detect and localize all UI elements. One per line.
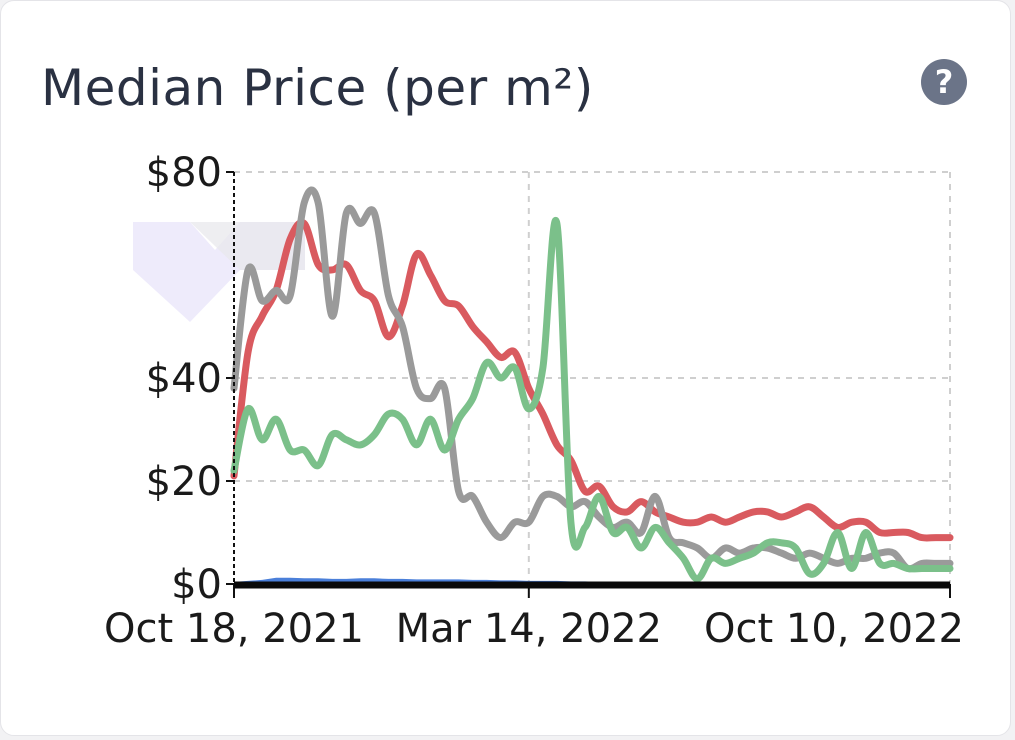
y-tick-label: $80 [146, 150, 222, 196]
chart-axes [226, 171, 951, 598]
question-circle-icon[interactable]: ? [921, 59, 967, 105]
x-tick-label: Oct 18, 2021 [104, 606, 364, 652]
series-line [230, 218, 954, 542]
x-tick-label: Oct 10, 2022 [704, 606, 964, 652]
series-line [230, 216, 954, 583]
chart-series [230, 186, 954, 584]
y-tick-label: $20 [146, 459, 222, 505]
y-tick-label: $0 [171, 562, 222, 608]
y-tick-label: $40 [146, 356, 222, 402]
chart-grid [234, 171, 951, 584]
card-title: Median Price (per m²) [41, 59, 594, 117]
watermark-logo-icon [133, 222, 305, 322]
x-tick-label: Mar 14, 2022 [396, 606, 662, 652]
chart-tick-labels: $0 $20 $40 $80 Oct 18, 2021 Mar 14, 2022 Oct 1… [104, 150, 964, 652]
